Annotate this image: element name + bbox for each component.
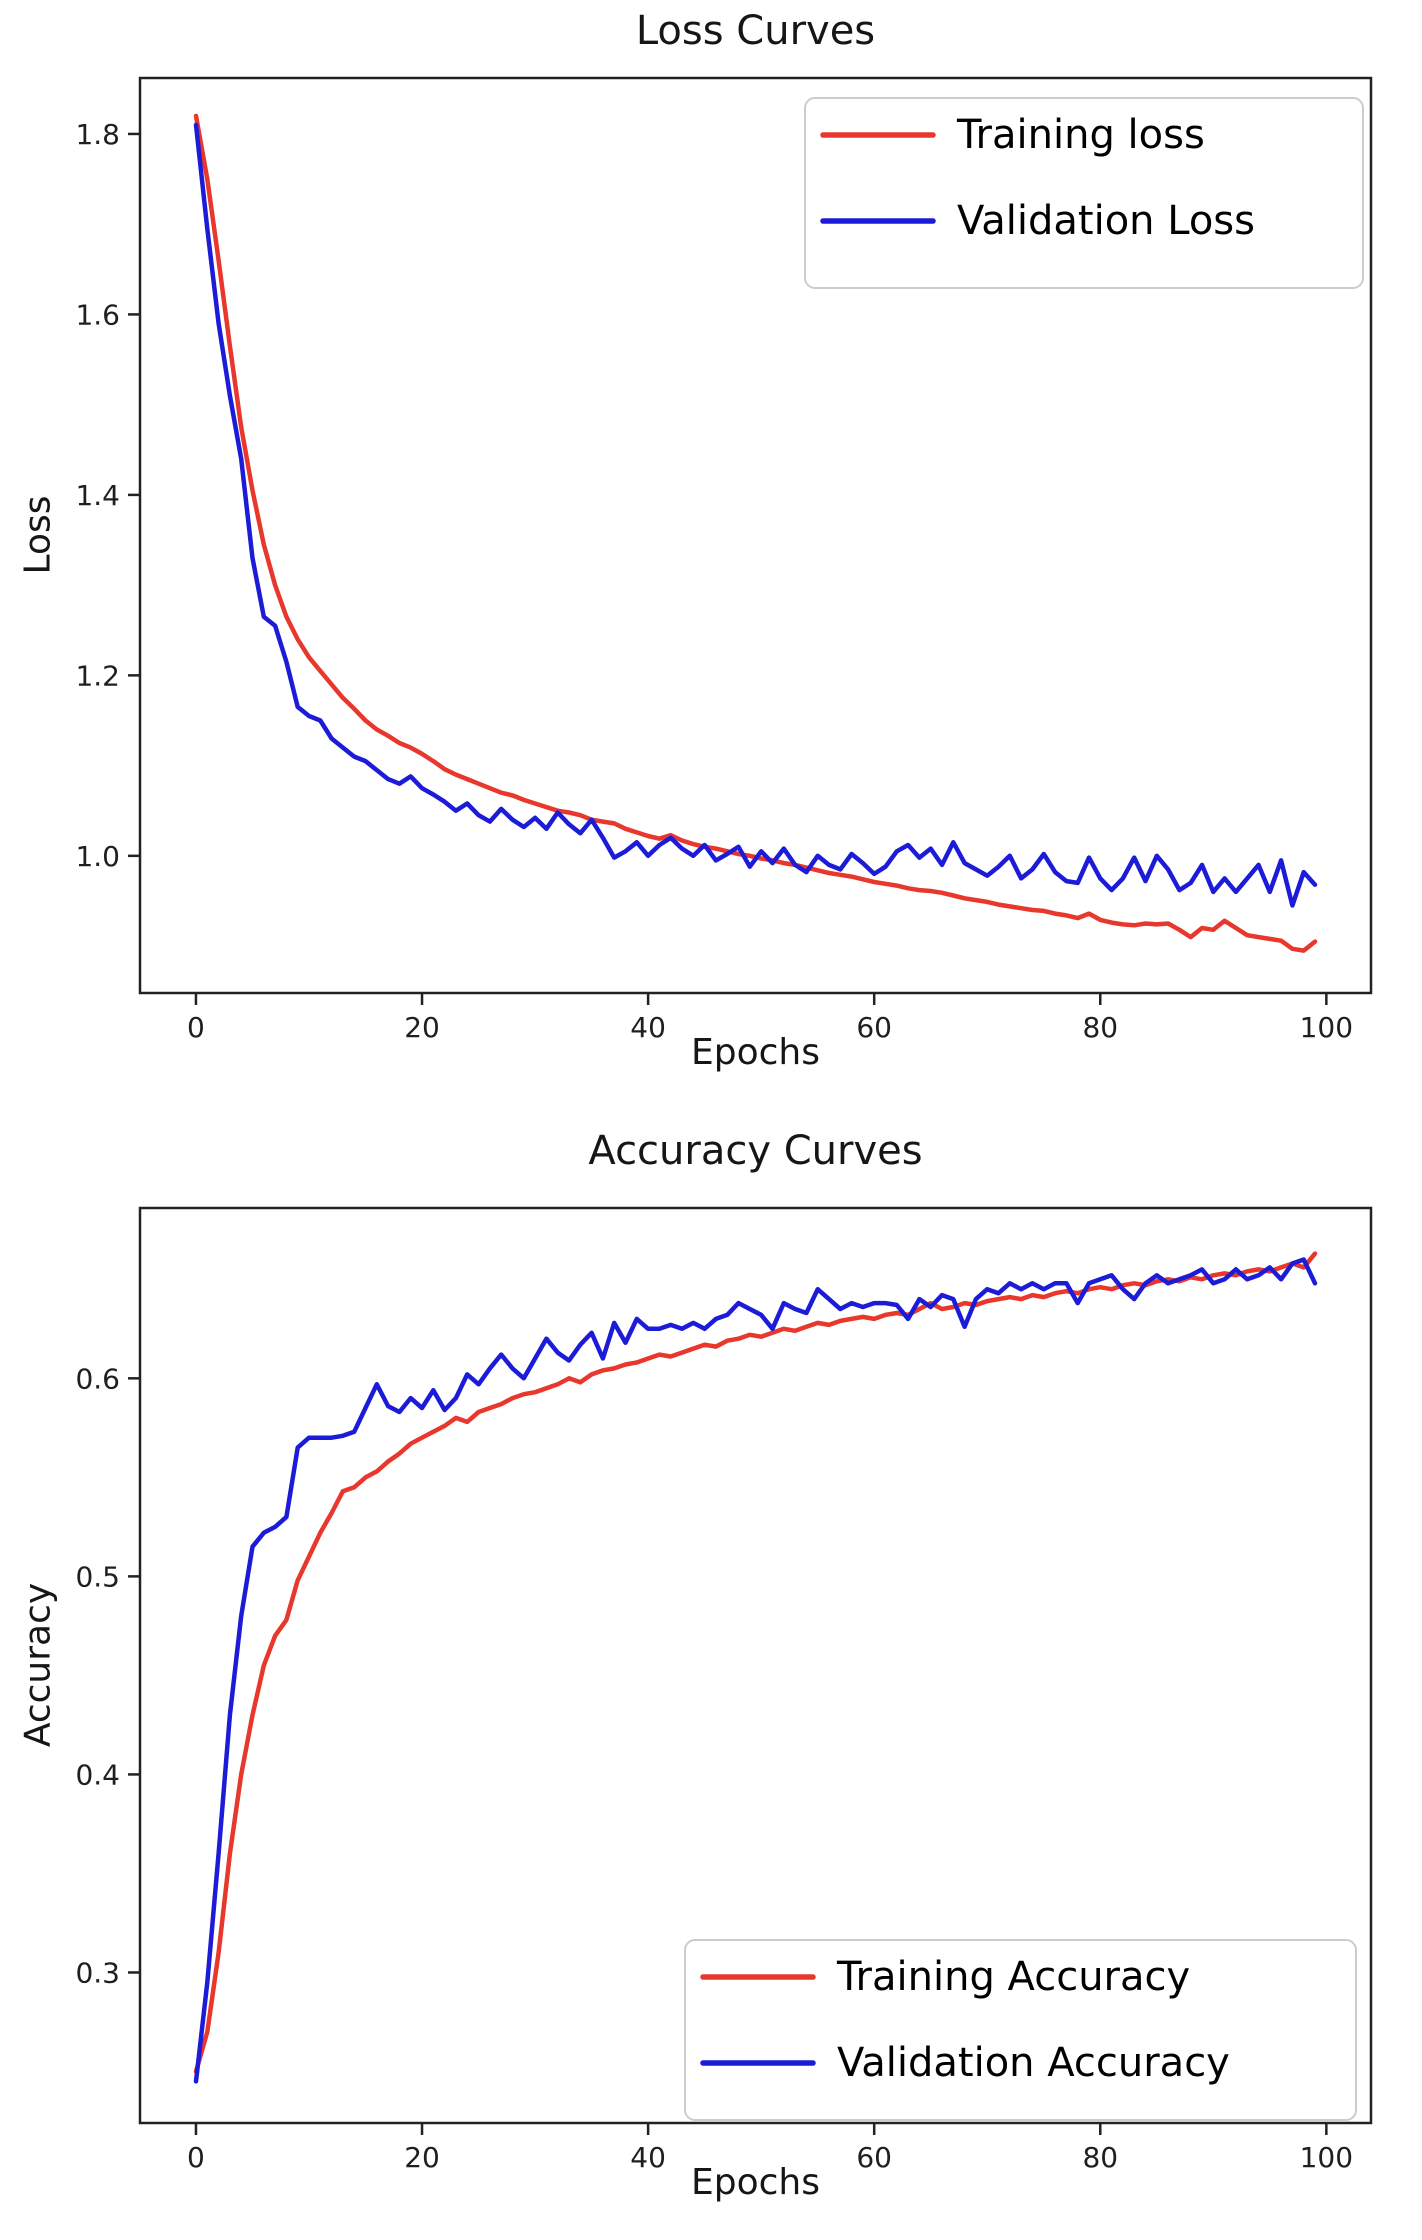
accuracy-y-axis-label: Accuracy [17, 1582, 59, 1748]
x-axis-tick-label: 0 [187, 1011, 205, 1044]
y-axis-tick-label: 0.6 [75, 1362, 120, 1395]
y-axis-tick-label: 1.0 [75, 840, 120, 873]
legend-label-validation-loss: Validation Loss [957, 198, 1255, 244]
legend-label-validation-accuracy: Validation Accuracy [837, 2040, 1230, 2086]
loss-chart-svg: 0 20 40 60 80 100 1.0 1.2 1.4 1.6 1.8 Training loss… [75, 76, 1373, 1044]
legend-label-training-loss: Training loss [956, 112, 1205, 158]
legend-label-training-accuracy: Training Accuracy [836, 1954, 1190, 2000]
legend-box [684, 1939, 1357, 2121]
x-axis-tick-label: 80 [1082, 1011, 1118, 1044]
loss-chart-title: Loss Curves [635, 8, 876, 54]
x-axis-tick-label: 20 [404, 1011, 440, 1044]
y-axis-tick-label: 1.6 [75, 298, 120, 331]
y-axis-tick-label: 1.8 [75, 118, 120, 151]
accuracy-chart-title: Accuracy Curves [588, 1128, 923, 1174]
loss-x-axis-label: Epochs [691, 1032, 820, 1073]
validation-accuracy-curve [193, 1257, 1318, 2084]
y-axis-tick-label: 0.3 [75, 1956, 120, 1989]
y-axis-tick-label: 0.4 [75, 1758, 120, 1791]
x-axis-tick-label: 40 [630, 1011, 666, 1044]
x-axis-tick-label: 0 [187, 2141, 205, 2174]
x-axis-tick-label: 20 [404, 2141, 440, 2174]
x-axis-tick-label: 100 [1300, 1011, 1353, 1044]
loss-y-axis-label: Loss [17, 495, 59, 575]
accuracy-chart-svg: 0 20 40 60 80 100 0.3 0.4 0.5 0.6 Training Accurac… [75, 1206, 1373, 2174]
x-axis-tick-label: 80 [1082, 2141, 1118, 2174]
x-axis-tick-label: 100 [1300, 2141, 1353, 2174]
x-axis-tick-label: 40 [630, 2141, 666, 2174]
validation-loss-curve [193, 122, 1318, 908]
x-axis-tick-label: 60 [856, 1011, 892, 1044]
accuracy-x-axis-label: Epochs [691, 2162, 820, 2203]
training-accuracy-curve [193, 1251, 1318, 2074]
x-axis-tick-label: 60 [856, 2141, 892, 2174]
axes-frame [138, 1206, 1373, 2125]
y-axis-tick-label: 0.5 [75, 1560, 120, 1593]
y-axis-tick-label: 1.4 [75, 479, 120, 512]
axes-frame [138, 76, 1373, 995]
y-axis-tick-label: 1.2 [75, 659, 120, 692]
legend-box [804, 97, 1364, 289]
